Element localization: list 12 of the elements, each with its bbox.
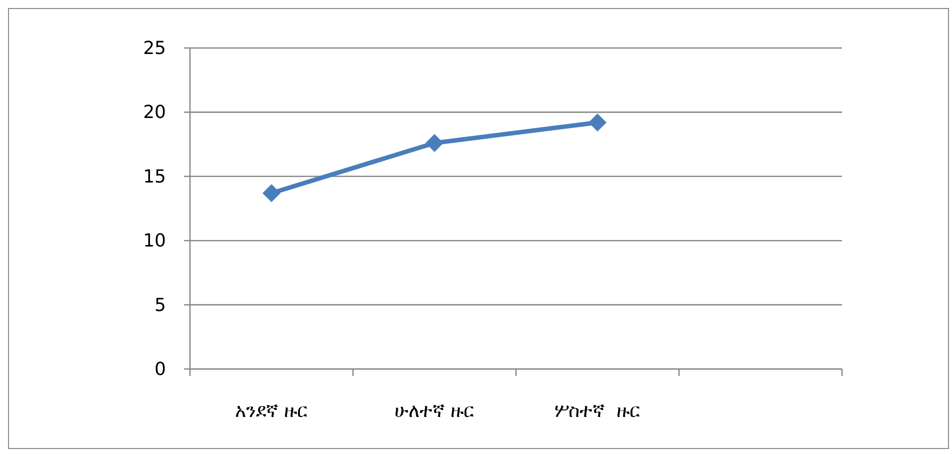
point <box>588 113 606 132</box>
y-tick-label: 10 <box>143 230 166 252</box>
y-tick-label: 20 <box>143 102 166 124</box>
x-tick-label: አንደኛ ዙር <box>234 400 308 422</box>
y-tick-label: 15 <box>143 166 166 188</box>
x-tick-label: ሁለተኛ ዙር <box>394 400 475 422</box>
y-tick-label: 0 <box>154 359 166 380</box>
point <box>262 184 280 202</box>
x-tick-label: ሦስተኛ ዙር <box>554 400 641 422</box>
y-tick-label: 25 <box>143 38 166 59</box>
y-tick-label: 5 <box>154 294 166 316</box>
point <box>426 134 444 152</box>
